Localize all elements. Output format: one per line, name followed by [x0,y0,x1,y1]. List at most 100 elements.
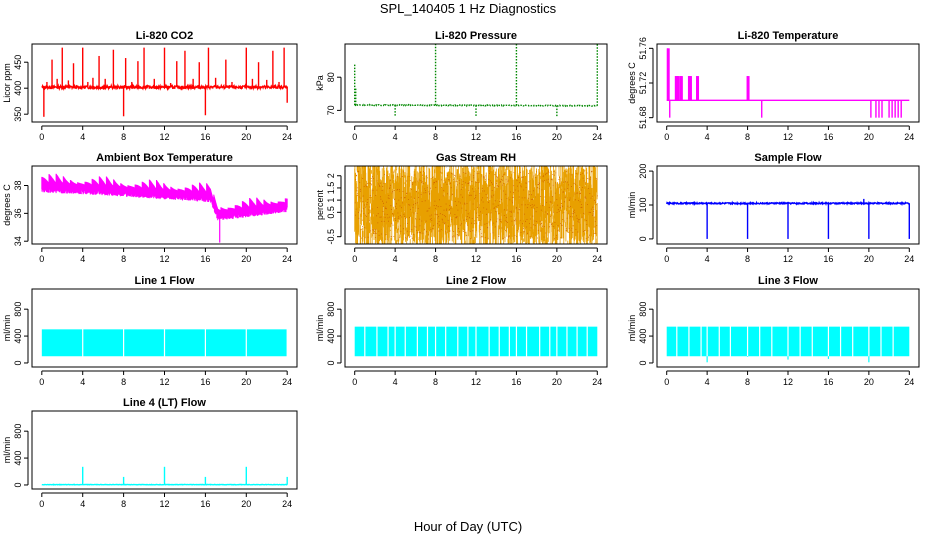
x-tick-label: 4 [393,377,398,387]
x-tick-label: 24 [282,132,292,142]
y-axis-label: ml/min [627,192,637,219]
plot-area [666,325,910,363]
x-tick-label: 24 [592,132,602,142]
panel-boxtemp: Ambient Box Temperature 0 4 8 12 16 20 24 34 36 38… [2,152,298,264]
y-tick-label: 800 [13,424,23,439]
x-tick-label: 24 [904,132,914,142]
y-tick-label: 80 [326,72,336,82]
x-tick-label: 24 [904,254,914,264]
x-tick-label: 8 [433,132,438,142]
y-tick-label: 800 [326,302,336,317]
x-tick-label: 12 [159,499,169,509]
plot-area [41,328,288,358]
y-tick-label: 0 [638,360,648,365]
x-tick-label: 24 [282,499,292,509]
y-tick-label: 2 [326,173,336,178]
x-tick-label: 0 [664,377,669,387]
x-tick-label: 8 [433,254,438,264]
y-tick-label: 400 [326,329,336,344]
y-tick-label: 1.5 [326,182,336,195]
y-tick-label: 70 [326,105,336,115]
x-tick-label: 20 [552,377,562,387]
y-tick-label: 100 [638,197,648,212]
x-tick-label: 0 [352,254,357,264]
x-tick-label: 0 [39,377,44,387]
figure-xlabel: Hour of Day (UTC) [414,519,522,534]
x-tick-label: 24 [592,254,602,264]
y-axis-label: ml/min [2,437,12,464]
x-tick-label: 16 [511,132,521,142]
y-tick-label: 400 [638,329,648,344]
x-tick-label: 12 [159,132,169,142]
plot-frame [31,410,298,490]
x-tick-label: 16 [823,132,833,142]
x-tick-label: 20 [552,132,562,142]
x-tick-label: 0 [664,132,669,142]
panel-title: Line 1 Flow [135,275,195,287]
x-tick-label: 20 [864,254,874,264]
x-tick-label: 8 [121,377,126,387]
x-tick-label: 20 [552,254,562,264]
x-tick-label: 20 [864,377,874,387]
plot-area [354,325,598,358]
x-tick-label: 20 [864,132,874,142]
x-tick-label: 8 [745,377,750,387]
x-tick-label: 20 [241,499,251,509]
y-tick-label: 400 [13,451,23,466]
panel-title: Sample Flow [754,152,822,164]
y-tick-label: 350 [13,107,23,122]
panel-sampleflow: Sample Flow 0 4 8 12 16 20 24 0 100 200 ml/min [627,152,920,264]
x-tick-label: 0 [352,377,357,387]
y-axis-label: ml/min [315,315,325,342]
y-tick-label: 51.68 [638,106,648,129]
y-axis-label: degrees C [627,62,637,104]
x-tick-label: 12 [783,132,793,142]
x-tick-label: 12 [471,377,481,387]
y-axis-label: percent [315,189,325,220]
y-tick-label: 51.72 [638,72,648,95]
series-step-block [674,76,678,101]
y-tick-label: 400 [13,329,23,344]
x-tick-label: 16 [511,377,521,387]
y-tick-label: 36 [13,208,23,218]
x-tick-label: 4 [80,132,85,142]
series-step-block [679,76,683,101]
x-tick-label: 20 [241,132,251,142]
panel-title: Gas Stream RH [436,152,516,164]
y-axis-label: kPa [315,75,325,91]
series-step-block [666,48,670,101]
y-axis-label: degrees C [2,184,12,226]
y-tick-label: 400 [13,81,23,96]
y-tick-label: 800 [638,302,648,317]
x-tick-label: 4 [80,377,85,387]
y-tick-label: 0 [13,360,23,365]
series-step-block [676,76,680,101]
plot-area [666,198,910,239]
panel-title: Line 2 Flow [446,275,506,287]
x-tick-label: 4 [705,132,710,142]
x-tick-label: 4 [393,132,398,142]
y-tick-label: 38 [13,180,23,190]
plot-frame [656,43,920,123]
plot-area [354,166,598,244]
y-tick-label: 0 [638,236,648,241]
x-tick-label: 12 [159,254,169,264]
panel-title: Li-820 Pressure [435,30,517,42]
y-tick-label: 0 [326,360,336,365]
plot-area [666,48,910,118]
plot-frame [31,165,298,245]
x-tick-label: 8 [121,254,126,264]
plot-frame [344,43,608,123]
x-tick-label: 16 [200,254,210,264]
panel-temp: Li-820 Temperature 0 4 8 12 16 20 24 51.68 51.72 5… [627,30,920,142]
rh-series [354,166,598,244]
plot-frame [656,165,920,245]
plot-frame [31,288,298,368]
x-tick-label: 8 [433,377,438,387]
series-line [354,103,598,108]
